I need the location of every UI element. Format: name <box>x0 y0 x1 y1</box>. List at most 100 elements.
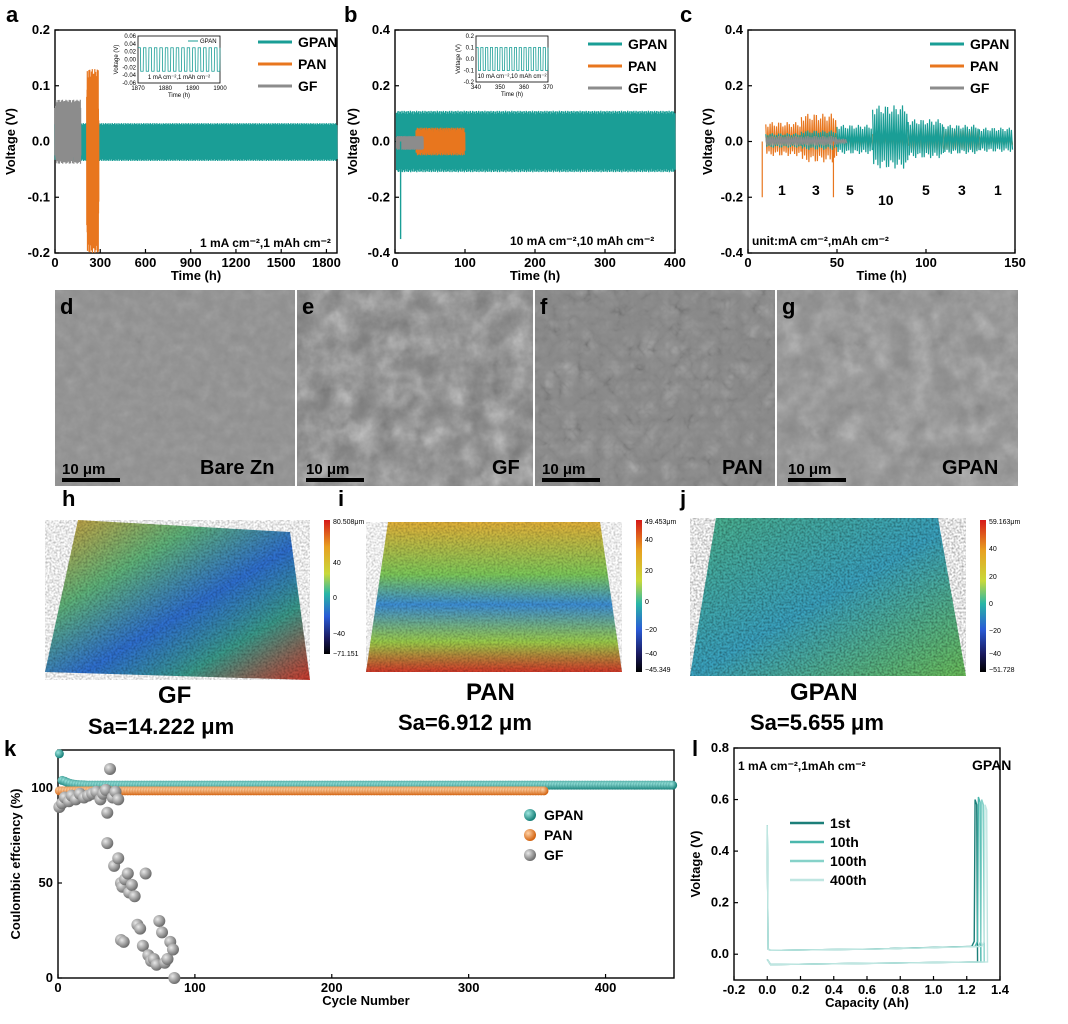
series-gf <box>53 763 181 984</box>
inset-y-tick-label: 0.0 <box>466 57 475 63</box>
y-tick-label: 0.0 <box>32 134 50 149</box>
legend-label: 100th <box>830 853 867 869</box>
inset-line-gpan <box>476 47 549 71</box>
x-tick-label: 900 <box>180 255 202 270</box>
plot-a: 0 300 600 900 1200 1500 1800 -0.2 -0.1 0.0 0.1 0.2 T… <box>3 22 341 283</box>
inset-y-tick-label: 0.04 <box>124 42 136 48</box>
sem-row: d Bare Zn 10 μm e GF 10 μm f PAN 10 μm g… <box>55 290 1018 486</box>
legend-label-gf: GF <box>628 80 648 96</box>
colorbar-max-i: 49.453μm <box>645 519 676 526</box>
scale-bar-f <box>542 478 600 482</box>
map-title-j: GPAN <box>790 679 858 706</box>
inset-x-tick-label: 1870 <box>131 86 145 92</box>
legend-label-gpan: GPAN <box>970 36 1009 52</box>
surface-map-j: j 59.163μm 40 20 0 −20 −40 −51.728 GPAN … <box>679 486 1020 735</box>
panel-letter-b: b <box>344 2 357 27</box>
colorbar-tick: −40 <box>333 631 345 638</box>
panel-letter-g: g <box>782 294 795 319</box>
data-point <box>125 878 138 891</box>
plot-k: 0 100 200 300 400 0 50 100 Cycle Number Coulombic… <box>8 749 678 1008</box>
data-point <box>139 867 152 880</box>
colorbar-tick: 0 <box>645 599 649 606</box>
y-tick-label: -0.2 <box>368 189 390 204</box>
x-axis-label: Time (h) <box>171 268 221 283</box>
legend-label-gf: GF <box>544 847 564 863</box>
y-tick-label: 0.0 <box>372 134 390 149</box>
scale-label-d: 10 μm <box>62 461 105 478</box>
panel-k: k 0 100 200 300 400 0 50 100 Cycle Number Coulomb… <box>4 736 678 1008</box>
inset-line-gpan <box>138 47 221 72</box>
colorbar-h <box>324 520 330 654</box>
inset-y-tick-label: -0.02 <box>122 65 136 71</box>
x-tick-label: 200 <box>524 255 546 270</box>
inset-x-tick-label: 1880 <box>159 86 173 92</box>
inset-legend-label: GPAN <box>200 39 217 45</box>
colorbar-tick: −20 <box>989 628 1001 635</box>
x-tick-label: 1.4 <box>991 982 1010 997</box>
panel-letter-k: k <box>4 736 17 761</box>
inset-x-tick-label: 360 <box>519 85 530 91</box>
colorbar-tick: −40 <box>645 651 657 658</box>
legend-marker-gf <box>524 849 536 861</box>
inset-note: 1 mA cm⁻²,1 mAh cm⁻² <box>148 75 210 81</box>
rate-label: 3 <box>812 182 820 198</box>
y-tick-label: 0.6 <box>711 792 729 807</box>
legend-label: 10th <box>830 834 859 850</box>
inset-x-label: Time (h) <box>501 92 523 98</box>
panel-letter-h: h <box>62 486 75 511</box>
inset-x-tick-label: 350 <box>495 85 506 91</box>
x-tick-label: 0.2 <box>791 982 809 997</box>
sem-label-e: GF <box>492 457 520 479</box>
inset-y-tick-label: 0.02 <box>124 50 136 56</box>
panel-l: l -0.2 0.0 0.2 0.4 0.6 0.8 1.0 1.2 1.4 0.0 0.2 0.4 0… <box>688 736 1011 1010</box>
series-line-pan <box>86 69 100 253</box>
series-line-pan <box>415 127 466 156</box>
inset-y-tick-label: 0.06 <box>124 34 136 40</box>
y-axis-label: Coulombic effciency (%) <box>8 789 23 940</box>
colorbar-tick: 20 <box>645 568 653 575</box>
data-point <box>54 749 64 759</box>
inset-y-tick-label: 0.2 <box>466 34 475 40</box>
y-tick-label: 0.0 <box>711 946 729 961</box>
x-tick-label: 150 <box>1004 255 1026 270</box>
legend-label-gf: GF <box>298 78 318 94</box>
series-line-1st <box>766 799 979 966</box>
inset-x-label: Time (h) <box>168 93 190 99</box>
y-axis-label: Voltage (V) <box>700 108 715 175</box>
x-tick-label: 0.4 <box>825 982 844 997</box>
x-tick-label: 100 <box>454 255 476 270</box>
inset-note: 10 mA cm⁻²,10 mAh cm⁻² <box>477 74 546 80</box>
x-tick-label: 400 <box>664 255 686 270</box>
colorbar-tick: 20 <box>989 574 997 581</box>
data-point <box>101 806 114 819</box>
rate-label: 5 <box>846 182 854 198</box>
map-title-i: PAN <box>466 679 515 706</box>
plot-c: 0 50 100 150 -0.4 -0.2 0.0 0.2 0.4 Time (h) Voltag… <box>700 22 1026 283</box>
x-tick-label: 0 <box>51 255 58 270</box>
y-tick-label: 0.4 <box>725 22 744 37</box>
data-point <box>539 786 549 796</box>
y-tick-label: -0.2 <box>721 189 743 204</box>
y-tick-label: 0.2 <box>372 78 390 93</box>
y-axis-label: Voltage (V) <box>688 831 703 898</box>
panel-letter-i: i <box>338 486 344 511</box>
rate-label: 1 <box>778 182 786 198</box>
panel-a: a 0 300 600 900 1200 1500 1800 -0.2 -0.1 0.0 0.1 0.… <box>3 2 341 283</box>
x-tick-label: 1200 <box>222 255 251 270</box>
series-line-gpan <box>765 105 1014 169</box>
panel-letter-f: f <box>540 294 548 319</box>
x-tick-label: 300 <box>594 255 616 270</box>
data-point <box>112 793 125 806</box>
data-point <box>121 867 134 880</box>
inset-y-tick-label: -0.1 <box>464 69 475 75</box>
y-tick-label: -0.4 <box>368 245 391 260</box>
colorbar-j <box>980 520 986 672</box>
condition-note-a: 1 mA cm⁻²,1 mAh cm⁻² <box>200 236 331 250</box>
x-tick-label: 1500 <box>267 255 296 270</box>
legend-label-gpan: GPAN <box>544 807 583 823</box>
surface-map-h: h 80.508μm 40 0 −40 −71.151 GF Sa=14.222… <box>45 486 364 739</box>
condition-note-c: unit:mA cm⁻²,mAh cm⁻² <box>752 234 889 248</box>
inset-x-tick-label: 1890 <box>186 86 200 92</box>
colorbar-min-h: −71.151 <box>333 651 359 658</box>
